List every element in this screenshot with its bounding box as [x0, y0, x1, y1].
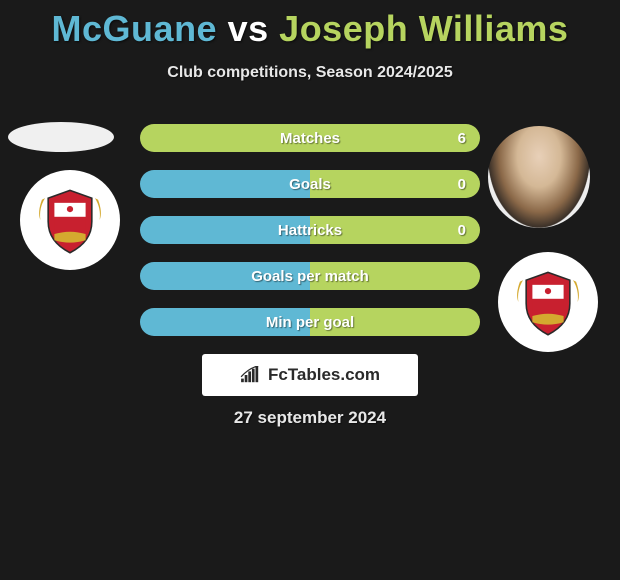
stat-row-matches: Matches 6 — [140, 124, 480, 152]
comparison-title: McGuane vs Joseph Williams — [0, 0, 620, 50]
stat-value: 0 — [458, 222, 466, 239]
stat-label: Goals per match — [251, 268, 369, 285]
stat-row-goals-per-match: Goals per match — [140, 262, 480, 290]
season-subtitle: Club competitions, Season 2024/2025 — [0, 64, 620, 82]
crest-icon — [31, 181, 109, 259]
player2-team-crest — [498, 252, 598, 352]
stat-label: Goals — [289, 176, 331, 193]
player2-name: Joseph Williams — [279, 8, 568, 49]
player1-photo — [8, 122, 114, 152]
stat-value: 0 — [458, 176, 466, 193]
stat-row-min-per-goal: Min per goal — [140, 308, 480, 336]
player1-name: McGuane — [52, 8, 218, 49]
stat-label: Hattricks — [278, 222, 342, 239]
stat-label: Min per goal — [266, 314, 354, 331]
player2-photo — [488, 126, 590, 228]
stats-container: Matches 6 Goals 0 Hattricks 0 Goals per … — [140, 124, 480, 354]
stat-row-hattricks: Hattricks 0 — [140, 216, 480, 244]
stat-row-goals: Goals 0 — [140, 170, 480, 198]
fctables-logo: FcTables.com — [202, 354, 418, 396]
snapshot-date: 27 september 2024 — [0, 408, 620, 428]
bar-chart-icon — [240, 366, 262, 384]
crest-icon — [509, 263, 587, 341]
logo-text: FcTables.com — [268, 365, 380, 385]
player1-team-crest — [20, 170, 120, 270]
stat-value: 6 — [458, 130, 466, 147]
stat-label: Matches — [280, 130, 340, 147]
vs-text: vs — [228, 8, 269, 49]
